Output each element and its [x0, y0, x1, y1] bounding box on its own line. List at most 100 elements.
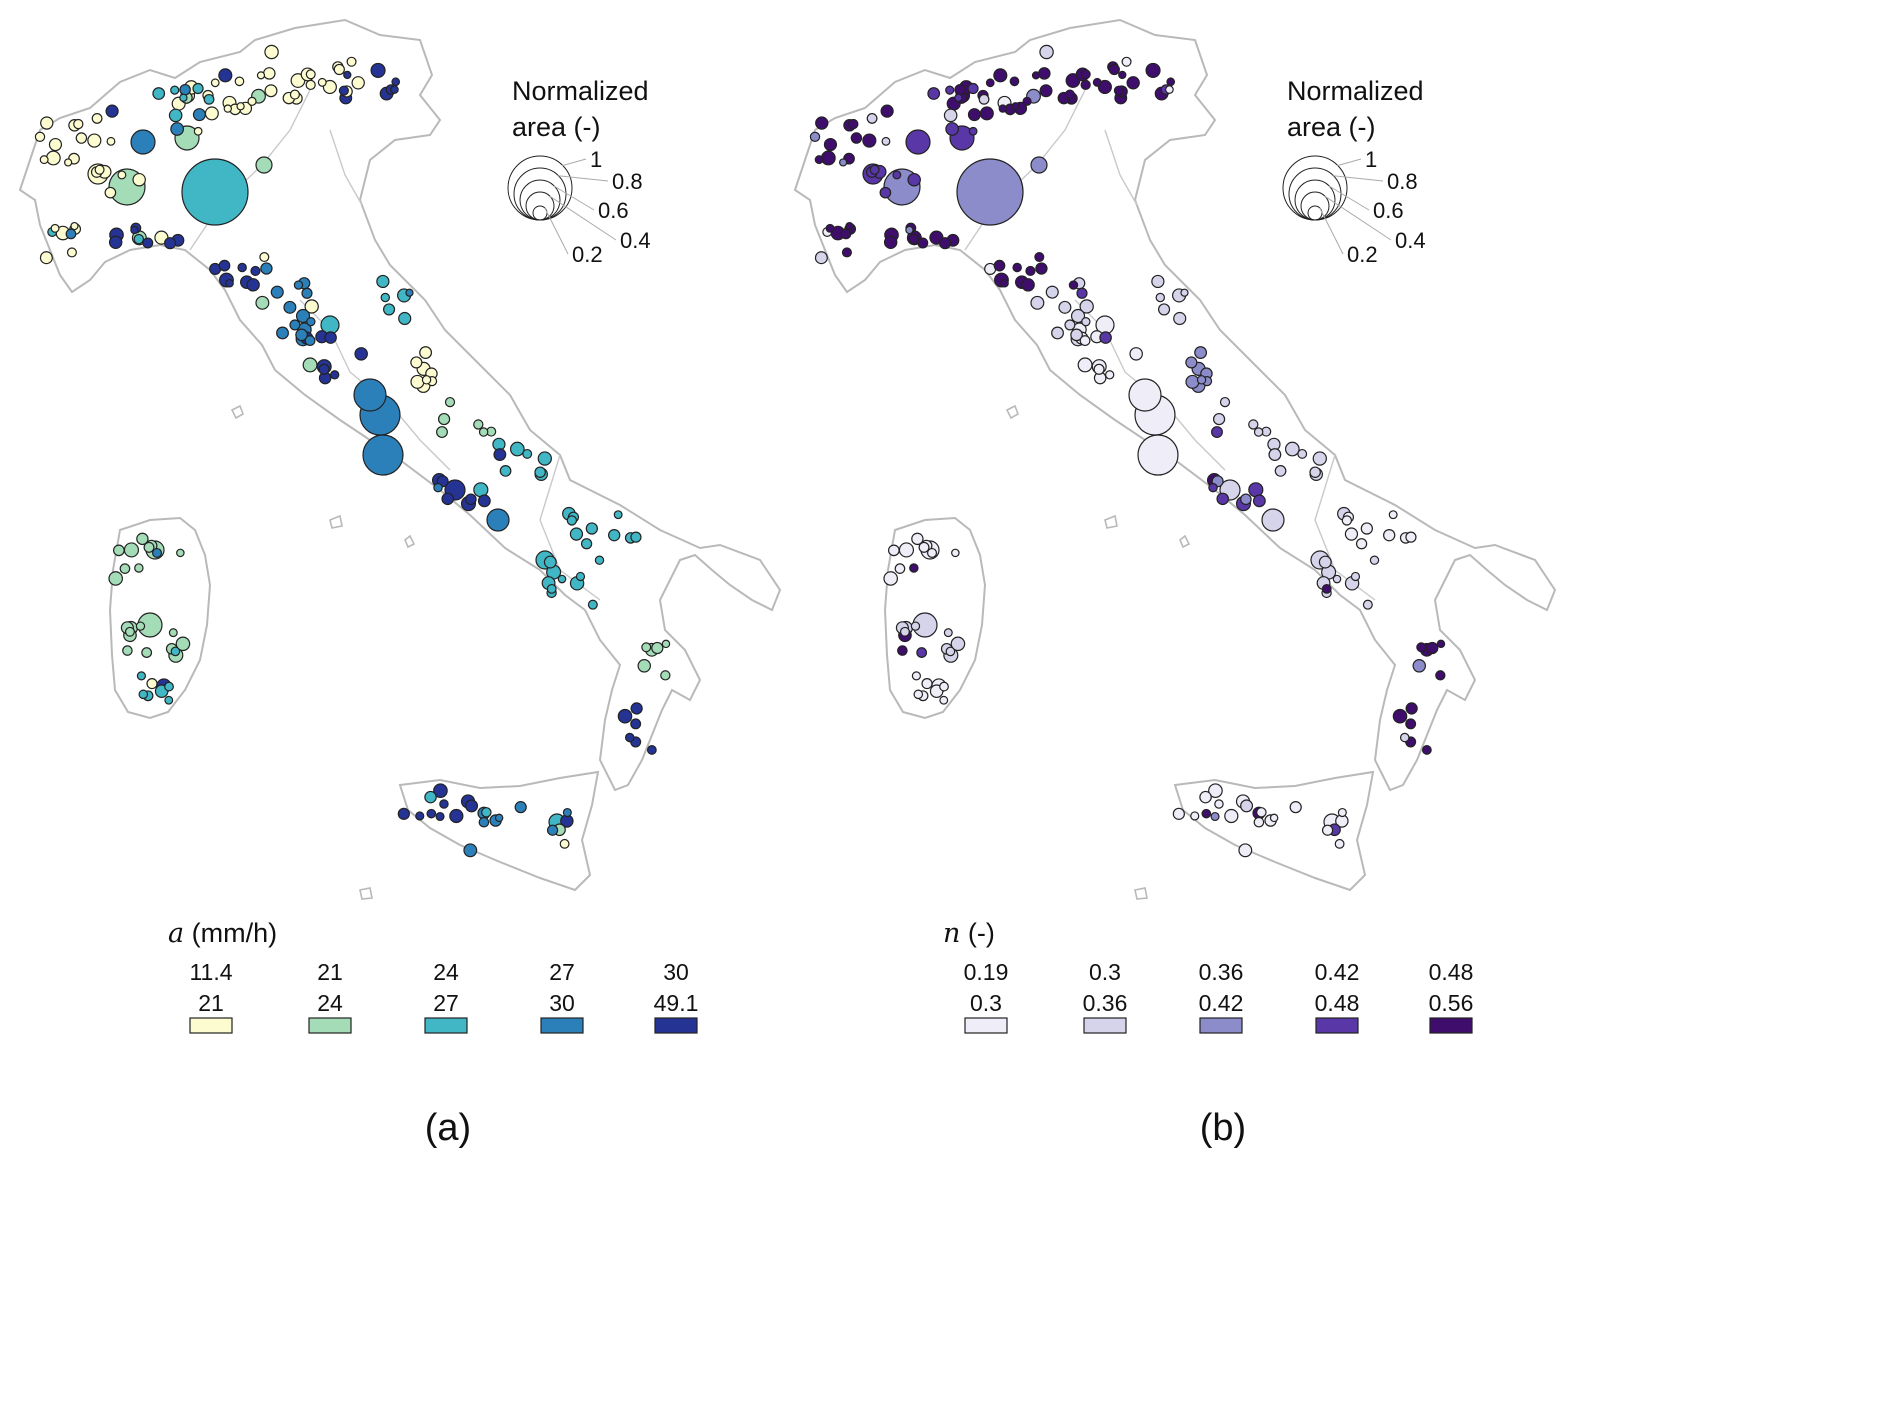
station-marker: [840, 228, 852, 240]
station-marker: [820, 150, 836, 166]
station-marker: [1416, 642, 1427, 653]
station-marker: [814, 155, 824, 165]
station-marker: [138, 689, 149, 700]
station-marker: [419, 346, 433, 360]
station-marker: [543, 555, 557, 569]
station-marker: [133, 233, 145, 245]
station-marker: [192, 108, 206, 122]
station-marker: [34, 131, 46, 143]
station-marker: [1196, 375, 1207, 385]
station-marker: [908, 233, 920, 245]
station-marker: [45, 150, 61, 166]
station-marker: [234, 76, 245, 87]
station-marker: [641, 642, 652, 653]
station-marker: [1128, 378, 1162, 412]
station-marker: [170, 646, 181, 657]
station-marker: [250, 265, 261, 277]
station-marker: [898, 542, 915, 558]
class-legend: a (mm/h) 11.4 21 21 24 24 27 27 30 30 49.1: [168, 918, 698, 1034]
station-marker: [921, 677, 933, 690]
station-marker: [1388, 510, 1398, 520]
station-marker: [306, 317, 316, 327]
station-marker: [1383, 529, 1396, 542]
legend-swatch: [1315, 1017, 1359, 1034]
station-marker: [405, 288, 414, 297]
station-marker: [130, 129, 156, 155]
station-marker: [630, 702, 643, 715]
station-marker: [522, 448, 533, 459]
station-marker: [569, 527, 584, 541]
station-marker: [433, 482, 443, 493]
station-marker: [1011, 102, 1020, 111]
station-marker: [260, 262, 273, 275]
station-marker: [304, 299, 319, 314]
station-marker: [1034, 252, 1045, 263]
station-marker: [351, 76, 365, 90]
station-marker: [1165, 85, 1174, 94]
station-marker: [939, 681, 949, 692]
station-marker: [967, 108, 981, 122]
station-marker: [353, 378, 387, 412]
station-marker: [881, 136, 891, 146]
station-marker: [1405, 702, 1418, 715]
station-marker: [1392, 708, 1408, 724]
station-marker: [1284, 441, 1300, 457]
station-marker: [1426, 641, 1439, 655]
station-marker: [70, 221, 79, 231]
station-marker: [289, 89, 300, 100]
station-marker: [168, 108, 183, 123]
station-marker: [839, 158, 848, 167]
station-marker: [993, 259, 1006, 272]
station-marker: [1025, 265, 1036, 277]
legend-class-low: 0.48: [1429, 959, 1474, 985]
station-marker: [917, 237, 929, 249]
station-marker: [978, 93, 990, 105]
station-marker: [945, 646, 956, 657]
station-marker: [587, 599, 598, 610]
station-marker: [557, 574, 567, 584]
legend-swatch: [654, 1017, 698, 1034]
station-marker: [1068, 280, 1079, 290]
station-marker: [1362, 599, 1373, 610]
station-marker: [478, 816, 490, 828]
legend-swatch: [1083, 1017, 1127, 1034]
station-marker: [1185, 356, 1198, 369]
station-marker: [317, 77, 327, 87]
station-marker: [909, 563, 919, 573]
station-marker: [1256, 807, 1267, 818]
station-marker: [825, 223, 835, 233]
area-legend-value: 0.6: [1373, 198, 1404, 223]
station-marker: [585, 522, 598, 535]
station-marker: [879, 186, 892, 199]
legend-class-high: 24: [317, 990, 343, 1016]
station-marker: [575, 571, 586, 582]
station-marker: [305, 79, 316, 91]
station-marker: [883, 235, 898, 250]
legend-class-high: 30: [549, 990, 575, 1016]
station-marker: [1219, 396, 1231, 408]
station-marker: [1344, 527, 1359, 541]
station-marker: [259, 252, 270, 263]
station-marker: [164, 681, 174, 692]
station-marker: [1129, 347, 1143, 361]
station-marker: [304, 335, 316, 347]
station-marker: [94, 164, 105, 175]
station-marker: [1412, 659, 1426, 673]
station-marker: [146, 677, 158, 690]
station-marker: [1093, 363, 1105, 375]
station-marker: [130, 225, 139, 235]
station-marker: [1166, 77, 1176, 87]
station-marker: [1435, 670, 1446, 681]
station-marker: [1253, 427, 1264, 437]
station-marker: [87, 133, 102, 148]
station-marker: [376, 274, 390, 289]
station-marker: [943, 108, 958, 123]
station-marker: [1113, 85, 1124, 96]
station-marker: [236, 102, 245, 111]
station-marker: [910, 621, 921, 631]
station-marker: [1216, 492, 1229, 506]
station-marker: [75, 132, 88, 144]
station-marker: [136, 671, 147, 681]
station-marker: [380, 292, 391, 303]
